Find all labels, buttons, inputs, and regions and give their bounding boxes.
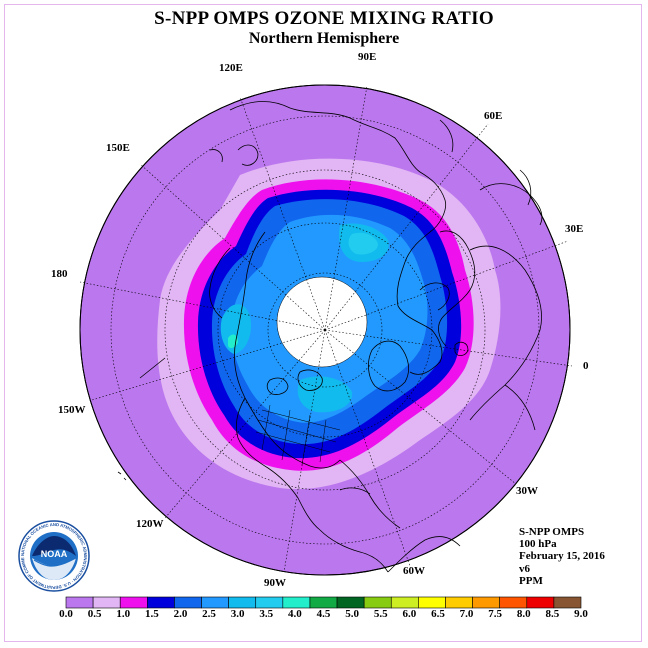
colorbar-swatch <box>147 596 175 609</box>
lon-label-180: 180 <box>51 268 68 280</box>
noaa-logo: NATIONAL OCEANIC AND ATMOSPHERIC ADMINIS… <box>18 520 90 592</box>
colorbar-tick-label: 4.0 <box>288 608 302 620</box>
colorbar-swatch <box>418 596 446 609</box>
colorbar-tick-label: 5.0 <box>345 608 359 620</box>
logo-text: NOAA <box>41 549 68 559</box>
map-title: S-NPP OMPS OZONE MIXING RATIO <box>154 8 494 29</box>
colorbar-tick-label: 7.5 <box>488 608 503 620</box>
lon-label-0: 0 <box>583 360 589 372</box>
info-instrument: S-NPP OMPS <box>519 526 585 538</box>
colorbar <box>65 596 582 609</box>
lon-label-90e: 90E <box>358 51 377 63</box>
colorbar-swatch <box>119 596 148 609</box>
colorbar-swatch <box>336 596 365 609</box>
colorbar-tick-label: 7.0 <box>459 608 474 620</box>
colorbar-swatch <box>255 596 284 609</box>
colorbar-swatch <box>445 596 473 609</box>
colorbar-swatch <box>499 596 528 609</box>
colorbar-tick-label: 3.0 <box>230 608 245 620</box>
colorbar-swatch <box>472 596 500 609</box>
polar-cap-no-data <box>276 276 368 368</box>
colorbar-tick-label: 8.5 <box>545 608 560 620</box>
meridians <box>79 85 573 573</box>
colorbar-swatch <box>553 596 582 609</box>
lon-label-60e: 60E <box>484 110 503 122</box>
lon-label-30w: 30W <box>516 485 538 497</box>
contour-3-5-a <box>348 232 378 255</box>
map-subtitle: Northern Hemisphere <box>248 30 400 47</box>
info-version: v6 <box>519 562 530 575</box>
colorbar-swatch <box>228 596 257 609</box>
colorbar-tick-label: 3.5 <box>259 608 274 620</box>
colorbar-swatch <box>309 596 338 609</box>
info-date: February 15, 2016 <box>519 550 605 563</box>
colorbar-tick-label: 5.5 <box>373 608 388 620</box>
colorbar-tick-label: 1.0 <box>116 608 131 620</box>
lon-label-120e: 120E <box>219 62 243 74</box>
lon-label-60w: 60W <box>403 565 425 577</box>
info-block: S-NPP OMPS 100 hPa February 15, 2016 v6 … <box>519 526 605 587</box>
colorbar-swatch <box>201 596 229 609</box>
colorbar-swatch <box>174 596 202 609</box>
image-frame <box>4 4 642 642</box>
colorbar-swatch <box>282 596 311 609</box>
colorbar-swatch <box>65 596 94 609</box>
colorbar-tick-label: 2.5 <box>202 608 216 620</box>
colorbar-tick-label: 0.0 <box>59 608 73 620</box>
info-units: PPM <box>519 574 543 587</box>
colorbar-swatch <box>92 596 121 609</box>
colorbar-swatch <box>390 596 419 609</box>
colorbar-tick-label: 1.5 <box>144 608 159 620</box>
lon-label-90w: 90W <box>264 577 286 589</box>
colorbar-tick-label: 2.0 <box>173 608 188 620</box>
colorbar-swatch <box>363 596 392 609</box>
lon-label-150w: 150W <box>58 404 86 416</box>
colorbar-tick-label: 6.5 <box>431 608 445 620</box>
lon-label-150e: 150E <box>106 142 130 154</box>
colorbar-tick-label: 6.0 <box>402 608 417 620</box>
colorbar-tick-label: 0.5 <box>87 608 102 620</box>
colorbar-swatch <box>526 596 555 609</box>
colorbar-tick-label: 4.5 <box>316 608 331 620</box>
contour-3-0-c <box>297 376 353 413</box>
info-level: 100 hPa <box>519 538 557 551</box>
lon-label-120w: 120W <box>136 518 164 530</box>
colorbar-tick-label: 8.0 <box>516 608 531 620</box>
colorbar-tick-label: 9.0 <box>574 608 588 620</box>
lon-label-30e: 30E <box>565 223 584 235</box>
